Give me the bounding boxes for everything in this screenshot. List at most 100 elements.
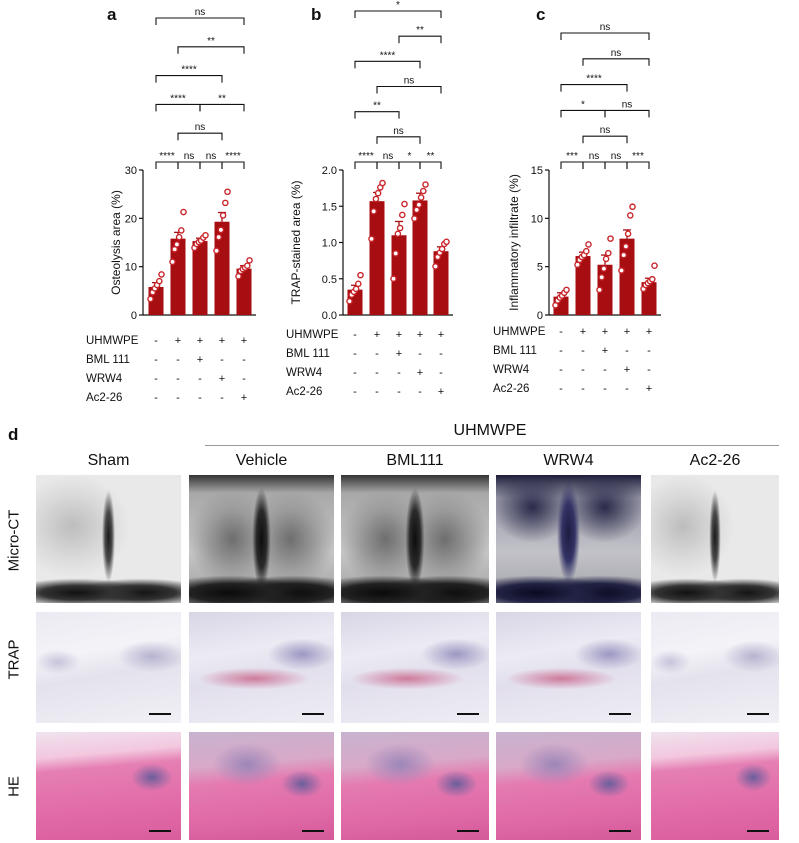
data-point: [394, 230, 402, 238]
condition-label: WRW4: [493, 364, 530, 376]
y-tick-label: 10: [531, 213, 543, 225]
bar: [575, 256, 591, 315]
condition-sign: +: [438, 386, 444, 398]
condition-label: WRW4: [86, 373, 123, 385]
significance-bracket: [199, 161, 223, 169]
column-header-bml111: BML111: [386, 452, 444, 469]
significance-label: ns: [600, 22, 611, 33]
condition-sign: +: [646, 383, 652, 395]
condition-sign: -: [176, 373, 180, 385]
significance-bracket: [155, 17, 245, 25]
significance-bracket: [560, 32, 650, 40]
significance-label: ns: [393, 126, 404, 137]
data-point: [411, 215, 418, 222]
data-point: [622, 243, 630, 250]
condition-sign: -: [647, 364, 651, 376]
condition-sign: +: [374, 329, 380, 341]
significance-label: **: [416, 25, 424, 36]
scale-bar: [302, 713, 324, 715]
y-tick-label: 10: [125, 262, 137, 274]
y-tick-label: 0.5: [322, 274, 337, 286]
bar: [236, 268, 252, 315]
significance-label: ns: [611, 48, 622, 59]
y-axis-title: Osteolysis area (%): [109, 190, 123, 295]
condition-label: UHMWPE: [286, 329, 339, 341]
data-point: [155, 277, 163, 285]
significance-label: ***: [566, 151, 578, 162]
significance-bracket: [177, 161, 201, 169]
condition-sign: -: [559, 364, 563, 376]
condition-sign: -: [198, 392, 202, 404]
significance-label: ****: [358, 151, 374, 162]
y-tick-label: 0: [537, 310, 543, 322]
condition-sign: +: [241, 335, 247, 347]
data-point: [401, 200, 408, 208]
significance-bracket: [177, 132, 223, 141]
condition-sign: -: [220, 354, 224, 366]
condition-sign: +: [602, 326, 608, 338]
significance-label: **: [218, 93, 226, 104]
condition-sign: -: [353, 367, 357, 379]
data-point: [432, 263, 439, 270]
significance-bracket: [376, 85, 442, 94]
significance-bracket: [582, 58, 650, 66]
significance-label: *: [408, 151, 412, 162]
significance-bracket: [177, 46, 245, 54]
data-point: [352, 285, 360, 293]
y-tick-label: 5: [537, 262, 543, 274]
significance-label: **: [427, 151, 435, 162]
data-point: [158, 271, 165, 278]
trap-image-wrw4: [496, 612, 641, 723]
row-label-trap: TRAP: [5, 639, 23, 680]
scale-bar: [457, 713, 479, 715]
significance-label: ns: [195, 122, 206, 133]
trap-image-bml111: [341, 612, 489, 723]
data-point: [243, 262, 251, 270]
significance-bracket: [626, 161, 650, 169]
data-point: [629, 203, 636, 211]
significance-bracket: [155, 75, 223, 83]
data-point: [598, 273, 606, 281]
significance-bracket: [604, 161, 628, 169]
scale-bar: [149, 713, 171, 715]
y-axis-title: Inflammatory infiltrate (%): [507, 174, 521, 311]
significance-bracket: [354, 161, 378, 169]
y-tick-label: 15: [531, 165, 543, 177]
condition-sign: -: [397, 386, 401, 398]
column-header-sham: Sham: [87, 452, 130, 469]
panel-letter-d: d: [8, 425, 19, 444]
data-point: [651, 262, 658, 270]
condition-sign: +: [396, 348, 402, 360]
condition-sign: +: [624, 326, 630, 338]
significance-bracket: [419, 161, 442, 169]
y-tick-label: 0.0: [322, 310, 337, 322]
data-point: [627, 212, 634, 219]
data-point: [419, 187, 427, 195]
condition-sign: -: [198, 373, 202, 385]
data-point: [422, 181, 429, 188]
data-point: [169, 258, 176, 266]
significance-bracket: [199, 103, 245, 112]
significance-bracket: [354, 111, 400, 119]
data-point: [392, 250, 400, 257]
significance-bracket: [376, 161, 400, 169]
data-point: [346, 297, 353, 305]
significance-label: **: [373, 101, 381, 112]
condition-sign: -: [375, 367, 379, 379]
condition-label: Ac2-26: [493, 383, 529, 395]
trap-image-vehicle: [189, 612, 334, 723]
significance-bracket: [376, 136, 421, 144]
he-image-bml111: [341, 732, 489, 840]
group-label-uhmwpe: UHMWPE: [453, 422, 527, 439]
significance-label: ns: [404, 76, 415, 87]
condition-sign: +: [219, 335, 225, 347]
condition-sign: -: [603, 383, 607, 395]
condition-sign: +: [438, 329, 444, 341]
condition-label: UHMWPE: [493, 326, 546, 338]
data-point: [620, 251, 628, 259]
condition-sign: -: [353, 348, 357, 360]
significance-bracket: [560, 109, 606, 118]
data-point: [396, 224, 404, 232]
condition-label: Ac2-26: [86, 392, 122, 404]
data-point: [215, 233, 222, 241]
